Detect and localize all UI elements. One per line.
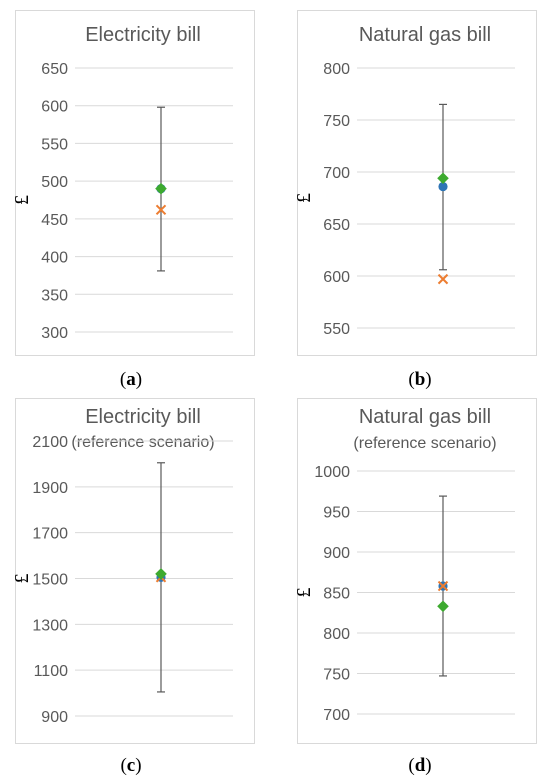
y-tick-label: 650 (41, 61, 68, 78)
y-tick-label: 400 (41, 250, 68, 267)
y-tick-label: 700 (323, 707, 350, 724)
y-axis-label: £ (297, 193, 315, 203)
chart-subtitle: (reference scenario) (71, 434, 214, 451)
y-tick-label: 1000 (314, 464, 350, 481)
y-tick-label: 2100 (32, 434, 68, 451)
chart-subtitle: (reference scenario) (353, 435, 496, 452)
y-tick-label: 1700 (32, 526, 68, 543)
point-cross (437, 580, 449, 592)
chart-panel-natural-gas-bill: Natural gas bill 550 600 650 700 750 800 £ (297, 10, 537, 356)
y-tick-label: 350 (41, 287, 68, 304)
y-tick-label: 600 (323, 269, 350, 286)
chart-title: Natural gas bill (359, 24, 491, 46)
y-tick-label: 300 (41, 325, 68, 342)
y-tick-label: 500 (41, 174, 68, 191)
chart-svg: Electricity bill (reference scenario) 900 1… (15, 398, 255, 744)
y-axis-label: £ (15, 574, 33, 584)
y-axis-label: £ (297, 588, 315, 598)
y-tick-label: 900 (323, 545, 350, 562)
point-diamond (437, 600, 449, 613)
y-axis-label: £ (15, 195, 33, 205)
chart-title: Natural gas bill (359, 406, 491, 428)
point-cross-stroke (437, 580, 449, 592)
caption-c: (c) (120, 755, 142, 776)
point-diamond (437, 172, 449, 185)
point-cross-stroke (437, 273, 449, 285)
y-tick-label: 550 (41, 136, 68, 153)
point-diamond (155, 568, 167, 580)
caption-d: (d) (408, 755, 432, 776)
point-diamond (155, 182, 167, 195)
y-tick-label: 850 (323, 586, 350, 603)
chart-panel-electricity-bill: Electricity bill 300 350 400 450 500 550 600 650… (15, 10, 255, 356)
y-tick-label: 900 (41, 709, 68, 726)
y-tick-label: 950 (323, 505, 350, 522)
chart-border (297, 398, 537, 744)
point-cross (155, 204, 167, 216)
point-cross-stroke (155, 204, 167, 216)
y-tick-label: 1300 (32, 617, 68, 634)
y-tick-label: 750 (323, 667, 350, 684)
caption-a: (a) (119, 369, 143, 390)
y-tick-label: 550 (323, 321, 350, 338)
caption-b: (b) (408, 369, 432, 390)
chart-title: Electricity bill (85, 406, 201, 428)
chart-svg: Electricity bill 300 350 400 450 500 550 600 650… (15, 10, 255, 356)
chart-svg: Natural gas bill (reference scenario) 700 7… (297, 398, 537, 744)
y-tick-label: 450 (41, 212, 68, 229)
chart-svg: Natural gas bill 550 600 650 700 750 800 £ (297, 10, 537, 356)
chart-panel-natural-gas-bill-reference: Natural gas bill (reference scenario) 700 7… (297, 398, 537, 744)
y-tick-label: 600 (41, 99, 68, 116)
y-tick-label: 750 (323, 113, 350, 130)
chart-border (15, 398, 255, 744)
y-tick-label: 1900 (32, 480, 68, 497)
y-tick-label: 1500 (32, 572, 68, 589)
y-tick-label: 800 (323, 626, 350, 643)
point-circle (438, 181, 448, 192)
chart-title: Electricity bill (85, 24, 201, 46)
point-cross (437, 273, 449, 285)
y-tick-label: 700 (323, 165, 350, 182)
y-tick-label: 1100 (34, 663, 69, 680)
chart-panel-electricity-bill-reference: Electricity bill (reference scenario) 900 1… (15, 398, 255, 744)
y-tick-label: 800 (323, 61, 350, 78)
y-tick-label: 650 (323, 217, 350, 234)
